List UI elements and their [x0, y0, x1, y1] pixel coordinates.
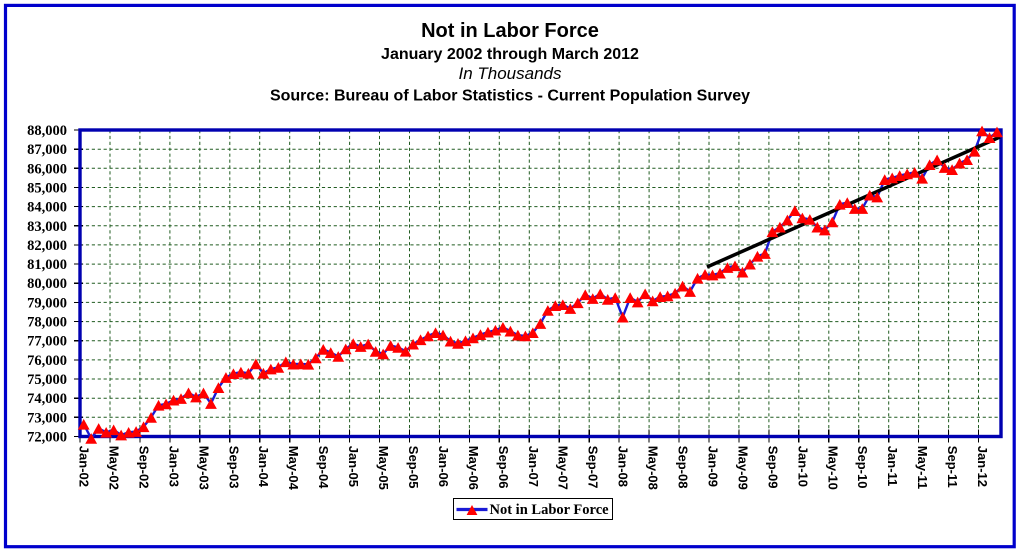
svg-text:May-05: May-05: [376, 446, 391, 490]
svg-text:Sep-09: Sep-09: [765, 446, 780, 489]
svg-text:Sep-10: Sep-10: [855, 446, 870, 489]
svg-text:Jan-03: Jan-03: [166, 446, 181, 487]
svg-text:83,000: 83,000: [27, 219, 67, 235]
svg-text:72,000: 72,000: [27, 430, 67, 446]
svg-text:Jan-11: Jan-11: [885, 446, 900, 486]
svg-text:Jan-02: Jan-02: [77, 446, 92, 487]
svg-text:Sep-05: Sep-05: [406, 446, 421, 489]
svg-text:87,000: 87,000: [27, 142, 67, 158]
svg-text:74,000: 74,000: [27, 391, 67, 407]
svg-text:May-03: May-03: [196, 446, 211, 490]
svg-text:May-11: May-11: [915, 446, 930, 489]
svg-text:May-02: May-02: [107, 446, 122, 490]
svg-text:Jan-07: Jan-07: [526, 446, 541, 487]
svg-text:January 2002 through March 201: January 2002 through March 2012: [381, 46, 639, 63]
svg-text:80,000: 80,000: [27, 276, 67, 292]
svg-text:May-04: May-04: [286, 446, 301, 491]
svg-text:Sep-02: Sep-02: [136, 446, 151, 489]
svg-text:Sep-08: Sep-08: [676, 446, 691, 489]
svg-text:May-06: May-06: [466, 446, 481, 490]
svg-text:May-08: May-08: [646, 446, 661, 490]
svg-text:Jan-06: Jan-06: [436, 446, 451, 487]
svg-text:Sep-04: Sep-04: [316, 446, 331, 489]
svg-text:Not in Labor Force: Not in Labor Force: [421, 20, 599, 42]
svg-text:Jan-08: Jan-08: [616, 446, 631, 487]
svg-text:82,000: 82,000: [27, 238, 67, 254]
svg-text:Source: Bureau of Labor Statis: Source: Bureau of Labor Statistics - Cur…: [270, 88, 750, 105]
svg-text:Sep-06: Sep-06: [496, 446, 511, 489]
svg-text:Jan-12: Jan-12: [975, 446, 990, 487]
svg-text:May-07: May-07: [556, 446, 571, 490]
svg-text:77,000: 77,000: [27, 334, 67, 350]
svg-text:Sep-03: Sep-03: [226, 446, 241, 489]
svg-text:81,000: 81,000: [27, 257, 67, 273]
svg-text:Jan-05: Jan-05: [346, 446, 361, 487]
svg-text:79,000: 79,000: [27, 295, 67, 311]
svg-text:In Thousands: In Thousands: [458, 64, 562, 83]
svg-text:76,000: 76,000: [27, 353, 67, 369]
svg-text:Jan-10: Jan-10: [795, 446, 810, 487]
svg-text:86,000: 86,000: [27, 161, 67, 177]
svg-text:88,000: 88,000: [27, 123, 67, 139]
svg-text:May-09: May-09: [735, 446, 750, 490]
svg-text:Sep-07: Sep-07: [586, 446, 601, 489]
svg-text:73,000: 73,000: [27, 410, 67, 426]
svg-text:Jan-09: Jan-09: [706, 446, 721, 487]
svg-text:May-10: May-10: [825, 446, 840, 490]
svg-text:78,000: 78,000: [27, 315, 67, 331]
svg-text:85,000: 85,000: [27, 181, 67, 197]
svg-text:84,000: 84,000: [27, 200, 67, 216]
svg-text:75,000: 75,000: [27, 372, 67, 388]
svg-text:Sep-11: Sep-11: [945, 446, 960, 488]
svg-text:Jan-04: Jan-04: [256, 446, 271, 488]
svg-text:Not in Labor Force: Not in Labor Force: [490, 502, 610, 518]
